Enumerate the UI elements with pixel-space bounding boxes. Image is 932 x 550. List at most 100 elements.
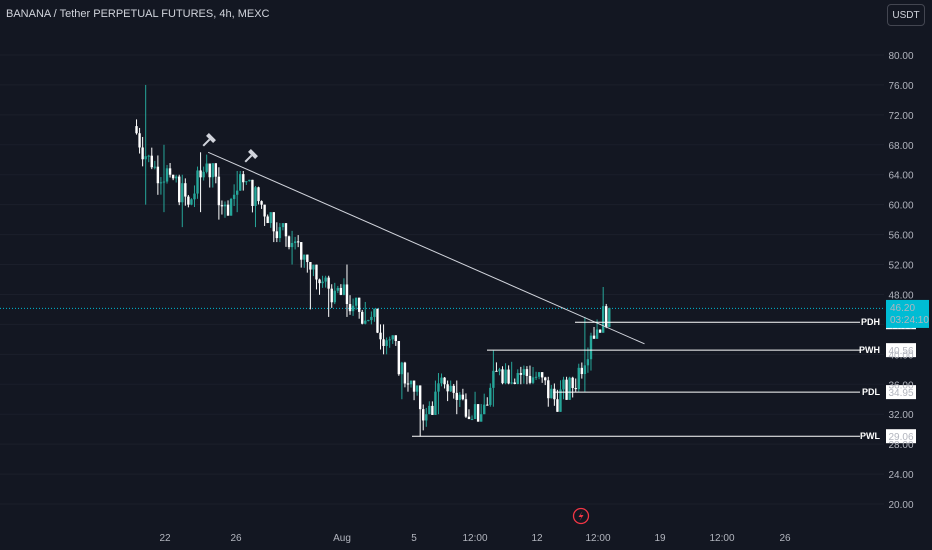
candle-down: [178, 176, 181, 203]
candle-up: [159, 182, 163, 184]
candle-down: [287, 236, 291, 248]
candle-up: [303, 254, 306, 260]
candle-up: [568, 377, 571, 400]
candle-down: [446, 384, 449, 392]
y-tick-label: 80.00: [888, 51, 913, 62]
candle-up: [211, 163, 214, 178]
candle-down: [486, 404, 489, 406]
candle-up: [537, 372, 541, 377]
candle-down: [251, 179, 254, 206]
hammer-handle: [202, 138, 211, 147]
trendline[interactable]: [207, 151, 645, 345]
candle-down: [403, 362, 407, 384]
candle-up: [415, 385, 419, 392]
y-tick-label: 56.00: [888, 231, 913, 242]
candle-up: [489, 387, 492, 405]
candle-down: [397, 340, 401, 375]
candle-up: [367, 320, 370, 322]
candle-up: [153, 166, 157, 168]
candle-up: [428, 405, 431, 415]
hammer-icon: [202, 133, 216, 147]
candle-down: [422, 409, 425, 421]
candle-down: [339, 287, 343, 295]
candle-up: [232, 194, 236, 199]
candle-down: [394, 335, 397, 341]
candle-up: [174, 176, 178, 179]
candle-down: [141, 147, 144, 160]
candle-down: [284, 223, 288, 237]
candle-up: [239, 174, 242, 191]
candle-up: [351, 305, 355, 312]
y-tick-label: 20.00: [888, 500, 913, 511]
candle-down: [544, 377, 547, 381]
x-tick-label: 26: [779, 533, 791, 544]
candle-up: [559, 389, 562, 412]
candle-down: [257, 187, 260, 202]
y-tick-label: 36.00: [888, 380, 913, 391]
candle-down: [467, 416, 471, 420]
candle-up: [522, 369, 526, 375]
candle-up: [248, 179, 251, 182]
candle-down: [266, 216, 269, 224]
candle-up: [562, 379, 565, 390]
candle-up: [470, 419, 474, 421]
candle-up: [434, 391, 437, 415]
candle-up: [324, 277, 327, 282]
candle-down: [461, 394, 465, 400]
candle-up: [437, 383, 440, 392]
x-tick-label: 12: [531, 533, 543, 544]
hammer-head: [206, 133, 216, 143]
level-label-pdh: PDH: [861, 317, 880, 327]
candle-up: [409, 380, 413, 385]
candle-up: [385, 340, 388, 346]
currency-button[interactable]: USDT: [887, 4, 925, 26]
candle-down: [565, 379, 568, 400]
level-price-pwl: 29.06: [888, 432, 913, 443]
candle-up: [479, 414, 483, 422]
candle-up: [162, 181, 166, 183]
candle-down: [574, 388, 577, 390]
candle-down: [540, 372, 544, 378]
candle-down: [214, 163, 218, 177]
y-tick-label: 48.00: [888, 290, 913, 301]
candle-up: [400, 362, 404, 375]
candle-up: [254, 187, 257, 206]
candle-up: [235, 190, 239, 195]
candle-up: [425, 414, 428, 421]
candle-up: [336, 287, 340, 291]
x-tick-label: 19: [654, 533, 666, 544]
candle-down: [315, 264, 318, 280]
candle-up: [583, 365, 587, 375]
candle-down: [418, 385, 422, 410]
candle-up: [290, 242, 294, 248]
candle-down: [376, 308, 379, 333]
candle-up: [516, 373, 519, 385]
candle-down: [345, 284, 349, 305]
candle-down: [598, 329, 602, 333]
candle-down: [208, 163, 211, 178]
candle-up: [229, 198, 233, 216]
candle-down: [455, 392, 458, 400]
current-price-value: 46.20: [890, 303, 915, 314]
candle-down: [150, 155, 153, 168]
candle-up: [278, 227, 282, 239]
level-label-pwh: PWH: [859, 345, 880, 355]
x-tick-label: 12:00: [462, 533, 487, 544]
y-tick-label: 68.00: [888, 141, 913, 152]
candle-down: [513, 382, 516, 385]
candle-up: [312, 264, 315, 270]
x-tick-label: 22: [159, 533, 171, 544]
candle-up: [165, 168, 169, 182]
candle-up: [577, 367, 580, 390]
y-tick-label: 64.00: [888, 171, 913, 182]
candle-up: [147, 155, 150, 157]
bar-countdown: 03:24:10: [890, 315, 929, 326]
candle-down: [361, 311, 364, 324]
candle-down: [519, 373, 523, 375]
lightning-icon[interactable]: [572, 507, 590, 525]
y-tick-label: 24.00: [888, 470, 913, 481]
candle-up: [440, 377, 443, 384]
candle-down: [263, 204, 266, 217]
candle-up: [608, 307, 611, 327]
